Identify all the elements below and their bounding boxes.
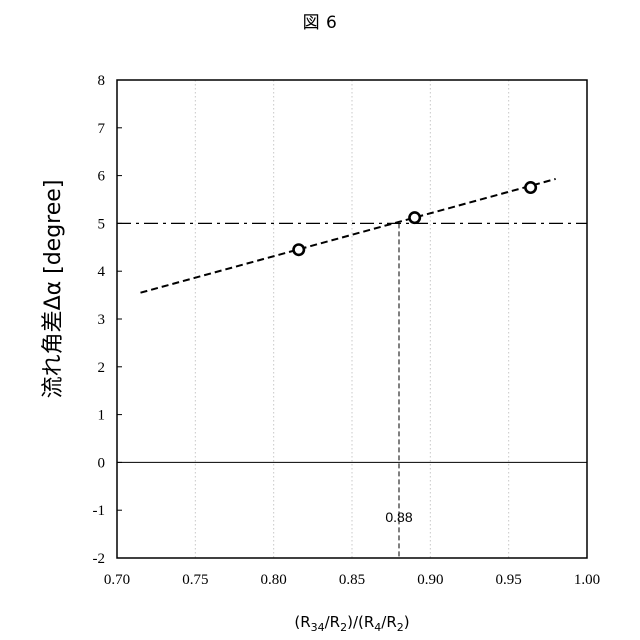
y-tick-label: 5 <box>98 216 106 232</box>
data-point <box>409 212 419 222</box>
marker-label: 0.88 <box>385 509 412 525</box>
data-point <box>525 182 535 192</box>
y-tick-label: 6 <box>98 169 106 185</box>
data-point <box>294 244 304 254</box>
x-tick-label: 0.85 <box>339 572 365 588</box>
x-axis-label-part: (R <box>294 613 310 631</box>
x-tick-label: 0.95 <box>496 572 522 588</box>
trend-line <box>141 179 556 293</box>
y-tick-label: -1 <box>93 503 106 519</box>
x-axis-label-part: ) <box>404 613 410 631</box>
x-axis-label: (R34/R2)/(R4/R2) <box>294 613 409 634</box>
x-axis-label-part: )/(R <box>347 613 374 631</box>
y-tick-label: 4 <box>98 264 106 280</box>
x-tick-label: 1.00 <box>574 572 600 588</box>
y-tick-label: 8 <box>98 73 106 89</box>
x-tick-label: 0.75 <box>182 572 208 588</box>
x-axis-label-subscript: 2 <box>397 621 404 634</box>
x-axis-label-part: /R <box>381 613 396 631</box>
x-axis-label-subscript: 4 <box>374 621 381 634</box>
y-tick-label: 1 <box>98 408 106 424</box>
x-axis-label-subscript: 2 <box>340 621 347 634</box>
y-tick-label: -2 <box>93 551 106 567</box>
x-axis-label-part: /R <box>325 613 340 631</box>
y-tick-label: 7 <box>98 121 106 137</box>
y-tick-label: 2 <box>98 360 106 376</box>
y-axis-label: 流れ角差Δα [degree] <box>41 180 66 399</box>
x-tick-label: 0.90 <box>417 572 443 588</box>
plot-frame <box>117 80 587 558</box>
x-tick-label: 0.80 <box>261 572 287 588</box>
x-axis-label-subscript: 34 <box>311 621 325 634</box>
x-tick-label: 0.70 <box>104 572 130 588</box>
y-tick-label: 3 <box>98 312 106 328</box>
y-tick-label: 0 <box>98 455 106 471</box>
